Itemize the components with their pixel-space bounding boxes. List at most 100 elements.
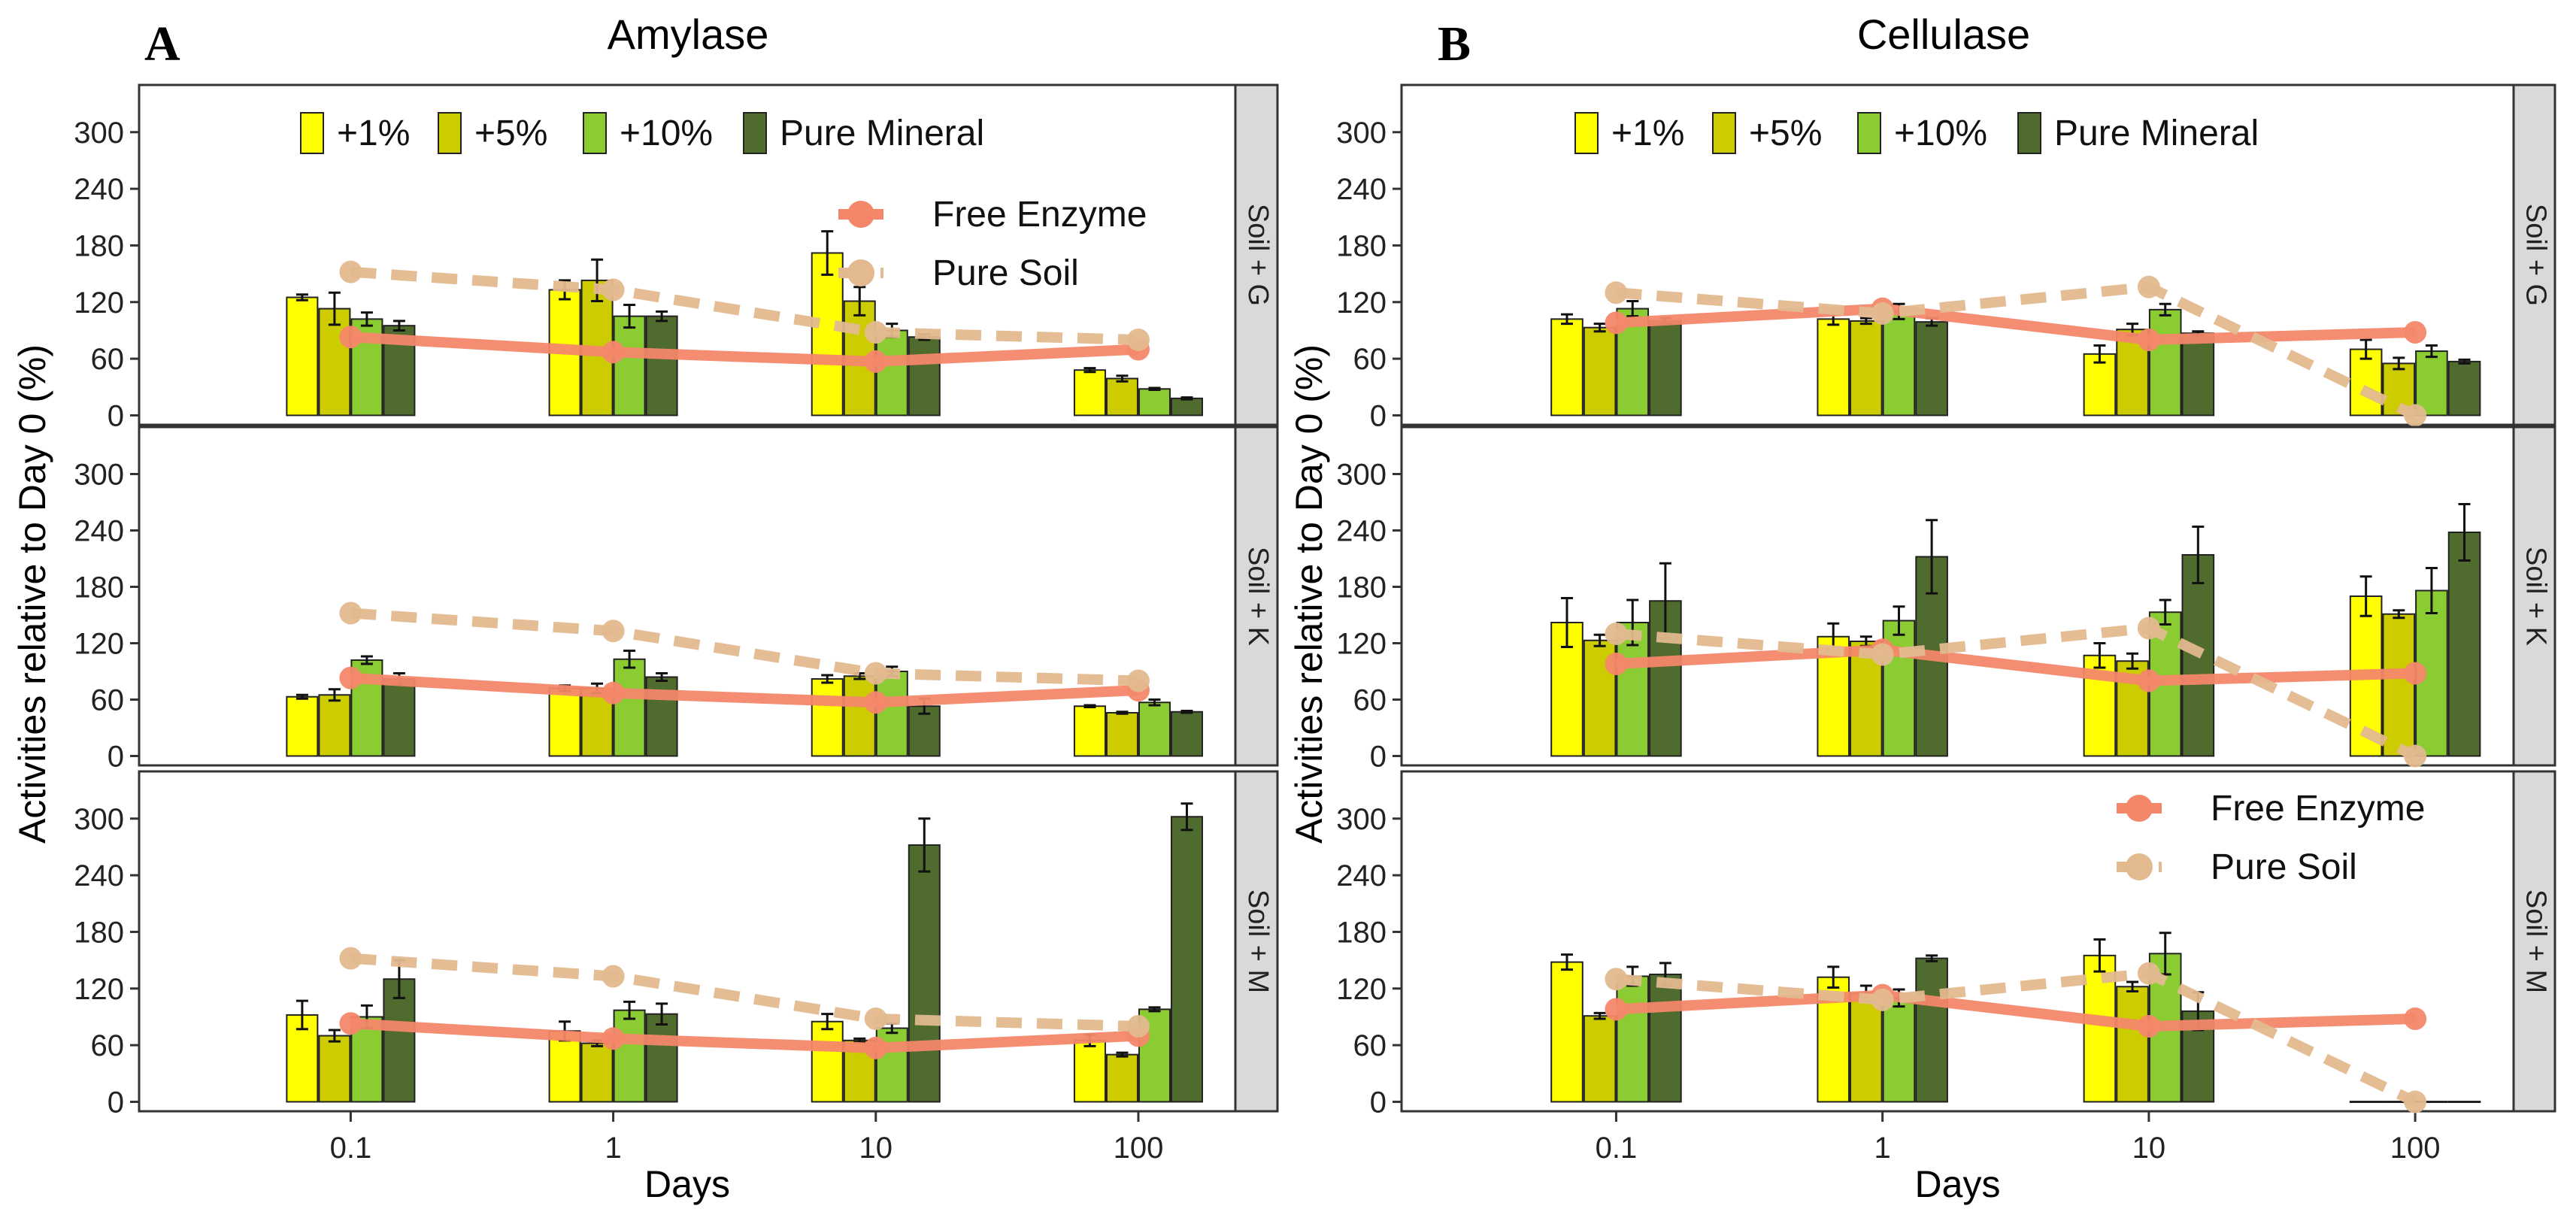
pure-soil-point xyxy=(864,1007,887,1030)
panel-a: A Amylase Activities relative to Day 0 (%)… xyxy=(11,11,1279,1205)
pure-soil-line xyxy=(350,608,1139,686)
facet-strip xyxy=(1234,770,1279,1113)
bar xyxy=(1850,992,1883,1103)
legend-label: Pure Mineral xyxy=(780,114,984,153)
panel-title: Amylase xyxy=(608,11,769,58)
free-enzyme-line xyxy=(350,672,1139,708)
pure-soil-point xyxy=(1871,301,1894,325)
pure-soil-point xyxy=(2137,617,2160,640)
y-tick-label: 300 xyxy=(1336,459,1386,492)
y-tick-label: 300 xyxy=(1336,803,1386,836)
y-tick-label: 180 xyxy=(74,229,124,262)
free-enzyme-point xyxy=(1605,653,1628,675)
legend-swatch xyxy=(743,112,767,154)
legend-label: +5% xyxy=(474,114,547,153)
y-tick-label: 180 xyxy=(1336,571,1386,604)
facet-strip xyxy=(2512,770,2556,1113)
y-tick-label: 180 xyxy=(74,916,124,949)
y-tick-label: 0 xyxy=(108,741,124,774)
y-tick-label: 60 xyxy=(1353,343,1387,376)
free-enzyme-point xyxy=(2404,1007,2427,1030)
pure-soil-line xyxy=(350,953,1139,1032)
pure-soil-point xyxy=(1871,988,1894,1011)
bar xyxy=(2181,332,2215,417)
free-enzyme-point xyxy=(1605,998,1628,1021)
facet-strip xyxy=(1234,426,1279,767)
bar xyxy=(580,1042,614,1103)
bar xyxy=(2415,350,2448,417)
bar xyxy=(286,296,319,417)
bar xyxy=(2349,348,2383,417)
pure-soil-point xyxy=(1605,623,1628,645)
y-tick-label: 240 xyxy=(74,859,124,892)
free-enzyme-point xyxy=(2404,662,2427,685)
pure-soil-point xyxy=(2404,744,2427,768)
bar xyxy=(383,678,416,757)
legend-swatch xyxy=(1857,112,1881,154)
x-tick-label: 1 xyxy=(605,1132,621,1165)
free-enzyme-point xyxy=(339,326,362,349)
legend-label: Pure Mineral xyxy=(2054,114,2259,153)
bar xyxy=(843,675,876,757)
legend-label: Pure Soil xyxy=(932,253,1079,293)
free-enzyme-point xyxy=(339,1012,362,1035)
y-tick-label: 120 xyxy=(74,286,124,320)
facet-2: Soil + K 0 60 120 180 240 300 xyxy=(74,426,1279,774)
free-enzyme-point xyxy=(864,350,887,373)
legend-label: Free Enzyme xyxy=(932,195,1147,235)
bar xyxy=(1649,973,1682,1103)
bar xyxy=(811,1020,844,1103)
y-tick-label: 60 xyxy=(91,1029,125,1062)
free-enzyme-point xyxy=(602,681,625,704)
y-tick-label: 240 xyxy=(1336,859,1386,892)
bar xyxy=(318,1035,351,1103)
x-axis-label: Days xyxy=(644,1163,730,1205)
pure-soil-point xyxy=(339,601,362,625)
bar xyxy=(811,678,844,757)
y-tick-label: 240 xyxy=(1336,515,1386,548)
legend-marker xyxy=(2126,853,2153,880)
pure-soil-line xyxy=(1615,281,2418,420)
bar xyxy=(908,336,941,417)
bar xyxy=(2447,532,2481,757)
bar xyxy=(286,695,319,757)
y-tick-label: 300 xyxy=(1336,117,1386,150)
bar xyxy=(383,978,416,1103)
bar xyxy=(1550,961,1583,1103)
panel-letter: A xyxy=(144,17,180,71)
legend-label: Pure Soil xyxy=(2211,847,2357,887)
legend-marker xyxy=(847,201,874,228)
legend-label: +1% xyxy=(337,114,410,153)
bar xyxy=(613,315,646,417)
facet-strip-label: Soil + K xyxy=(1242,547,1274,646)
pure-soil-line xyxy=(350,266,1139,345)
bar xyxy=(1817,318,1850,417)
bar xyxy=(1073,1039,1106,1103)
y-tick-label: 300 xyxy=(74,459,124,492)
pure-soil-point xyxy=(864,320,887,344)
bar xyxy=(1616,975,1650,1103)
legend-swatch xyxy=(438,112,462,154)
legend-label: Free Enzyme xyxy=(2211,789,2425,829)
free-enzyme-line xyxy=(1616,989,2416,1032)
y-tick-label: 120 xyxy=(74,628,124,661)
bar xyxy=(2116,986,2149,1103)
legend-swatch xyxy=(1712,112,1736,154)
bar xyxy=(1583,1015,1617,1103)
bar xyxy=(1915,321,1948,417)
legend-swatch xyxy=(583,112,607,154)
bar xyxy=(2447,360,2481,417)
free-enzyme-line xyxy=(350,1018,1139,1053)
free-enzyme-line xyxy=(1616,303,2416,346)
bar xyxy=(613,658,646,757)
y-tick-label: 120 xyxy=(1336,286,1386,320)
free-enzyme-point xyxy=(1605,311,1628,335)
pure-soil-point xyxy=(1126,329,1150,351)
legend-label: +10% xyxy=(1894,114,1987,153)
legend-marker xyxy=(847,259,874,286)
pure-soil-line xyxy=(1615,968,2418,1107)
y-tick-label: 180 xyxy=(1336,916,1386,949)
facet-strip-label: Soil + G xyxy=(2520,204,2551,306)
free-enzyme-point xyxy=(602,341,625,364)
